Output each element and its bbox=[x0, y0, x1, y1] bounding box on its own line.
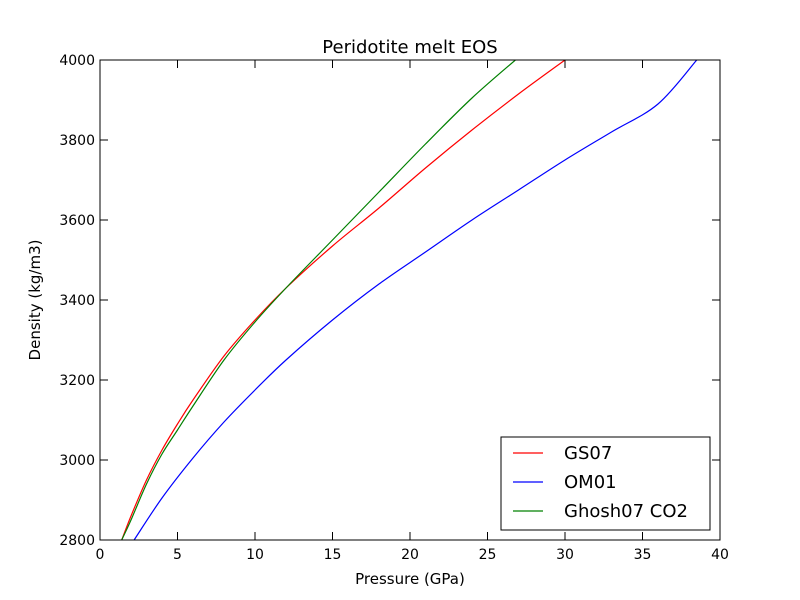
legend-label-2: Ghosh07 CO2 bbox=[564, 501, 688, 522]
y-tick-label-5: 3800 bbox=[59, 133, 95, 149]
x-tick-label-4: 20 bbox=[401, 547, 419, 563]
x-tick-label-3: 15 bbox=[324, 547, 342, 563]
x-tick-label-8: 40 bbox=[711, 547, 729, 563]
tick-layer: 0 5 10 15 20 25 30 35 40 2800 3000 3200 3400 3600 3800… bbox=[59, 53, 729, 563]
series-line-0 bbox=[121, 60, 566, 540]
x-tick-label-1: 5 bbox=[173, 547, 182, 563]
y-tick-label-3: 3400 bbox=[59, 293, 95, 309]
plot-area: 0 5 10 15 20 25 30 35 40 2800 3000 3200 3400 3600 3800… bbox=[59, 53, 729, 563]
legend-label-0: GS07 bbox=[564, 443, 612, 464]
chart-title: Peridotite melt EOS bbox=[322, 37, 497, 58]
series-layer bbox=[121, 60, 698, 540]
x-tick-label-6: 30 bbox=[556, 547, 574, 563]
series-line-1 bbox=[133, 60, 698, 540]
x-tick-label-7: 35 bbox=[634, 547, 652, 563]
x-tick-label-5: 25 bbox=[479, 547, 497, 563]
x-axis-label: Pressure (GPa) bbox=[355, 570, 465, 588]
y-axis-label: Density (kg/m3) bbox=[26, 240, 44, 361]
y-tick-label-1: 3000 bbox=[59, 453, 95, 469]
y-tick-label-0: 2800 bbox=[59, 533, 95, 549]
y-tick-label-4: 3600 bbox=[59, 213, 95, 229]
x-tick-label-0: 0 bbox=[96, 547, 105, 563]
legend-label-1: OM01 bbox=[564, 472, 617, 493]
legend: GS07 OM01 Ghosh07 CO2 bbox=[500, 436, 711, 531]
x-tick-label-2: 10 bbox=[246, 547, 264, 563]
y-tick-label-2: 3200 bbox=[59, 373, 95, 389]
series-line-2 bbox=[121, 60, 516, 540]
y-tick-label-6: 4000 bbox=[59, 53, 95, 69]
